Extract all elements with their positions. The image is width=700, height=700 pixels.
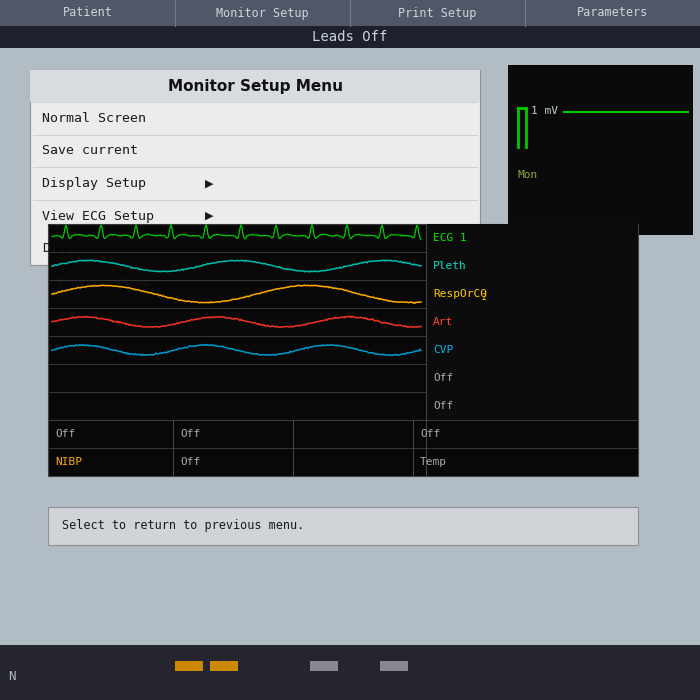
Bar: [48, 272, 158, 292]
Text: Off: Off: [180, 429, 200, 439]
Text: Off: Off: [180, 457, 200, 467]
Bar: [30, 70, 480, 265]
Bar: [426, 308, 638, 336]
Text: Leads Off: Leads Off: [312, 30, 388, 44]
Text: Select to return to previous menu.: Select to return to previous menu.: [62, 519, 304, 533]
Text: D...: D...: [42, 242, 74, 256]
Text: Off: Off: [55, 429, 76, 439]
Text: Display Setup Menu: Display Setup Menu: [257, 256, 443, 274]
Text: Monitor Setup Menu: Monitor Setup Menu: [167, 78, 342, 94]
Text: Art: Art: [433, 317, 454, 327]
Bar: [426, 252, 638, 280]
Text: N: N: [8, 671, 15, 683]
Bar: [30, 70, 480, 102]
Bar: [426, 280, 638, 308]
Bar: [426, 224, 638, 252]
Text: Patient: Patient: [62, 6, 113, 20]
Bar: [210, 662, 238, 671]
Text: Print Setup: Print Setup: [398, 6, 477, 20]
Text: RespOrCO: RespOrCO: [433, 289, 487, 299]
Bar: [426, 392, 638, 420]
Text: ▶: ▶: [205, 178, 214, 188]
Text: Previous Menu: Previous Menu: [57, 276, 149, 288]
Text: ECG 1: ECG 1: [433, 233, 467, 243]
Text: Monitor Setup: Monitor Setup: [216, 6, 309, 20]
Text: Pleth: Pleth: [433, 261, 467, 271]
Bar: [48, 507, 638, 545]
Text: Off: Off: [433, 401, 454, 411]
Bar: [380, 662, 408, 671]
Bar: [508, 65, 693, 235]
Text: Normal Screen: Normal Screen: [42, 112, 146, 125]
Text: ▶: ▶: [205, 211, 214, 221]
Text: Mon: Mon: [518, 171, 538, 181]
Bar: [175, 662, 203, 671]
Text: Save current: Save current: [42, 144, 138, 158]
Bar: [0, 645, 700, 700]
Text: Display Setup: Display Setup: [42, 177, 146, 190]
Bar: [426, 364, 638, 392]
Text: 1 mV: 1 mV: [531, 106, 558, 116]
Bar: [0, 0, 700, 26]
Text: View ECG Setup: View ECG Setup: [42, 209, 154, 223]
Bar: [426, 336, 638, 364]
Text: Off: Off: [420, 429, 440, 439]
Text: NIBP: NIBP: [55, 457, 82, 467]
Text: Temp: Temp: [420, 457, 447, 467]
Bar: [0, 26, 700, 48]
Text: CVP: CVP: [433, 345, 454, 355]
Bar: [48, 420, 638, 476]
Text: Parameters: Parameters: [577, 6, 648, 20]
Text: 2: 2: [481, 293, 486, 302]
Text: Off: Off: [433, 373, 454, 383]
Bar: [310, 662, 338, 671]
Bar: [48, 224, 638, 420]
